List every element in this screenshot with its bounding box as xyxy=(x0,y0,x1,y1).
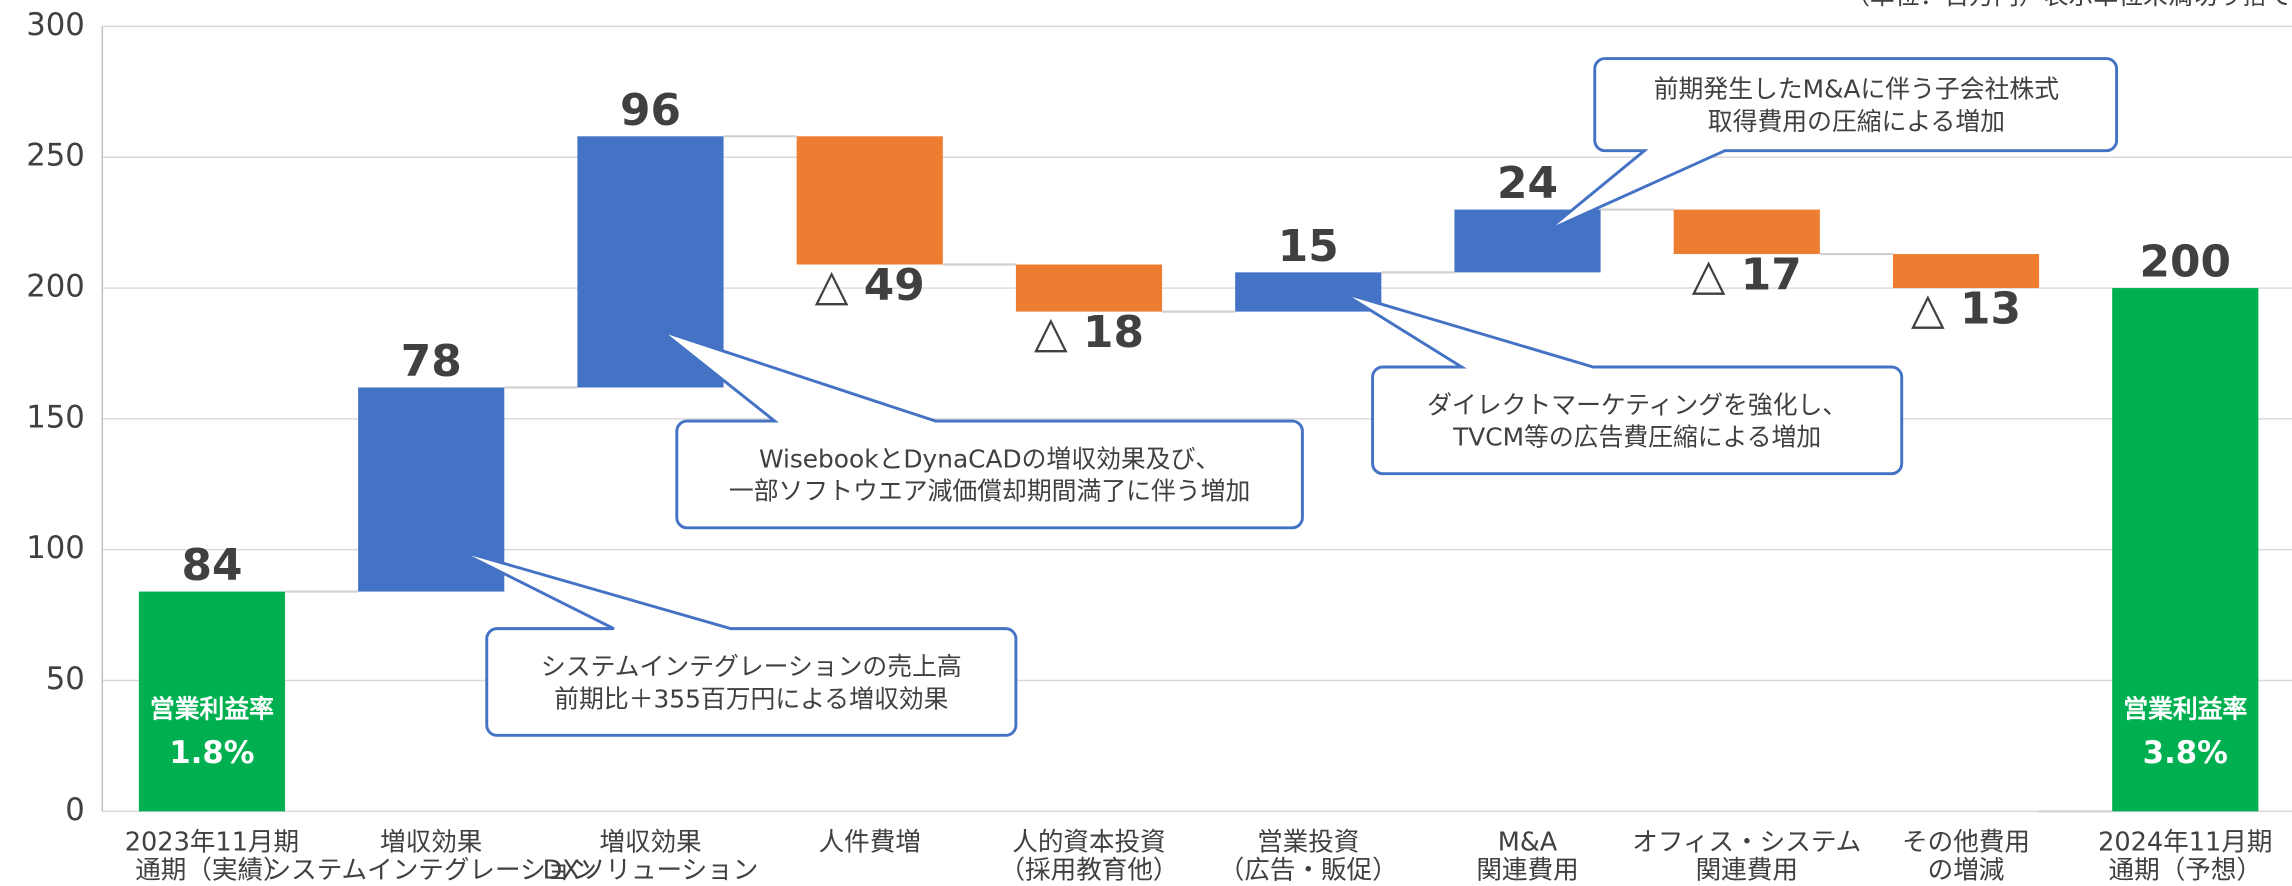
value-label: △ 17 xyxy=(1692,249,1802,300)
x-tick-label: 増収効果 xyxy=(380,828,482,858)
x-tick-label: オフィス・システム xyxy=(1632,828,1861,858)
y-tick-label: 150 xyxy=(26,400,85,435)
x-tick-label: の増減 xyxy=(1928,855,2005,885)
value-label: △ 49 xyxy=(815,260,925,311)
bar xyxy=(1235,272,1382,312)
x-tick-label: 通期（実績） xyxy=(135,855,288,885)
value-label: △ 13 xyxy=(1911,283,2021,334)
rate-value: 3.8% xyxy=(2143,736,2228,771)
callout-text: WisebookとDynaCADの増収効果及び、 xyxy=(759,445,1220,474)
x-tick-label: 通期（予想） xyxy=(2109,855,2262,885)
callout-box xyxy=(659,329,1304,530)
value-label: 15 xyxy=(1278,221,1339,272)
y-tick-label: 200 xyxy=(26,270,85,305)
value-label: 96 xyxy=(620,85,681,136)
x-tick-label: 営業投資 xyxy=(1257,828,1359,858)
unit-note: （単位：百万円）表示単位未満切り捨て xyxy=(1845,0,2292,10)
x-tick-label: DXソリューション xyxy=(543,855,759,885)
y-tick-label: 300 xyxy=(26,8,85,43)
rate-value: 1.8% xyxy=(169,736,254,771)
x-tick-label: （広告・販促） xyxy=(1219,855,1398,885)
callout-text: TVCM等の広告費圧縮による増加 xyxy=(1452,423,1821,452)
x-tick-label: 関連費用 xyxy=(1696,855,1798,885)
bar xyxy=(1892,254,2040,289)
value-label: △ 18 xyxy=(1034,307,1144,358)
rate-title: 営業利益率 xyxy=(150,694,274,723)
y-tick-label: 100 xyxy=(26,531,85,566)
callout-text: 取得費用の圧縮による増加 xyxy=(1708,107,2005,136)
value-label: 24 xyxy=(1497,158,1558,209)
y-tick-label: 50 xyxy=(46,662,85,697)
value-label: 78 xyxy=(401,336,462,387)
callout-text: 一部ソフトウエア減価償却期間満了に伴う増加 xyxy=(729,477,1250,506)
x-tick-label: その他費用 xyxy=(1902,828,2030,858)
bar xyxy=(1015,264,1163,312)
x-tick-label: 2024年11月期 xyxy=(2098,828,2272,858)
rate-title: 営業利益率 xyxy=(2123,694,2247,723)
value-label: 84 xyxy=(181,540,242,591)
x-tick-label: 2023年11月期 xyxy=(125,828,299,858)
callout-text: 前期比＋355百万円による増収効果 xyxy=(554,684,948,713)
y-tick-label: 0 xyxy=(65,793,85,828)
bar xyxy=(2112,288,2259,812)
callout-text: ダイレクトマーケティングを強化し、 xyxy=(1427,390,1847,419)
callout-text: 前期発生したM&Aに伴う子会社株式 xyxy=(1654,75,2059,104)
x-tick-label: 増収効果 xyxy=(599,828,701,858)
callout-box xyxy=(1545,57,2119,233)
callout-box xyxy=(455,548,1018,737)
y-tick-label: 250 xyxy=(26,139,85,174)
x-tick-label: システムインテグレーション xyxy=(266,855,597,885)
bar xyxy=(138,591,286,812)
x-tick-label: 人件費増 xyxy=(819,828,921,858)
callout-box xyxy=(1341,291,1904,476)
x-tick-label: 人的資本投資 xyxy=(1012,828,1165,858)
x-tick-label: M&A xyxy=(1498,828,1558,858)
bar xyxy=(1673,209,1820,255)
x-tick-label: 関連費用 xyxy=(1476,855,1578,885)
x-tick-label: （採用教育他） xyxy=(999,855,1178,885)
bar xyxy=(1454,209,1601,273)
callout-text: システムインテグレーションの売上高 xyxy=(541,652,962,681)
bar xyxy=(796,136,943,265)
value-label: 200 xyxy=(2140,237,2232,288)
